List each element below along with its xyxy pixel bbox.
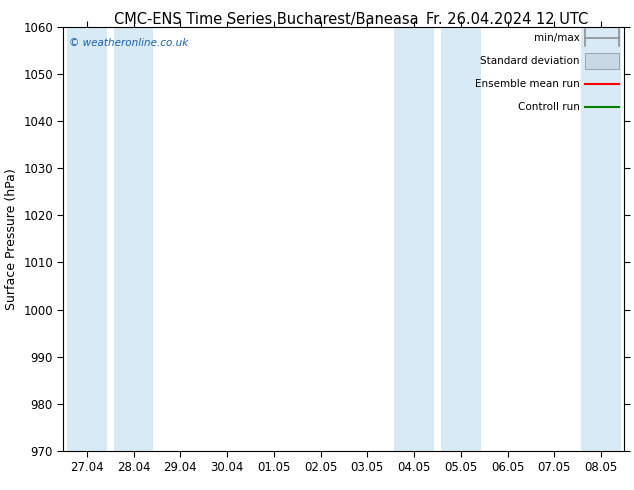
Bar (113, 27, 153, 451)
Text: min/max: min/max (534, 32, 579, 43)
Text: © weatheronline.co.uk: © weatheronline.co.uk (69, 38, 188, 48)
Bar (585, 53, 619, 69)
Bar (441, 27, 481, 451)
Bar (67, 27, 107, 451)
Text: Standard deviation: Standard deviation (480, 56, 579, 66)
Y-axis label: Surface Pressure (hPa): Surface Pressure (hPa) (4, 168, 18, 310)
Bar (394, 27, 434, 451)
Text: Controll run: Controll run (518, 102, 579, 113)
Text: Fr. 26.04.2024 12 UTC: Fr. 26.04.2024 12 UTC (426, 12, 588, 27)
Text: Ensemble mean run: Ensemble mean run (475, 79, 579, 89)
Bar (581, 27, 621, 451)
Text: CMC-ENS Time Series Bucharest/Baneasa: CMC-ENS Time Series Bucharest/Baneasa (114, 12, 418, 27)
